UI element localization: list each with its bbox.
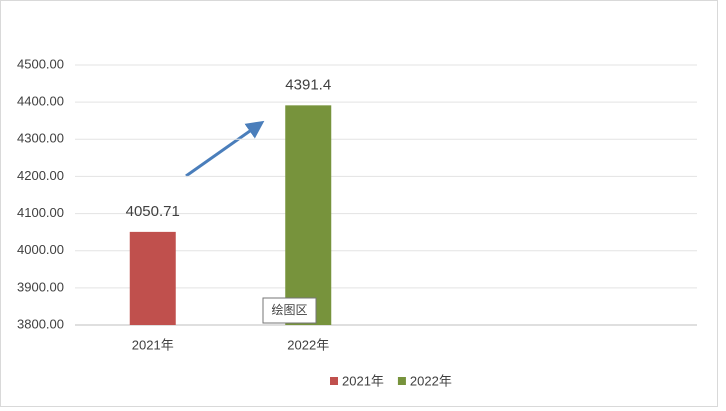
chart-frame (0, 0, 718, 407)
bar (285, 105, 332, 325)
y-tick-label: 4500.00 (17, 56, 64, 71)
legend-label: 2021年 (342, 373, 384, 388)
bar (129, 231, 176, 325)
y-tick-label: 4400.00 (17, 94, 64, 109)
y-tick-label: 4100.00 (17, 205, 64, 220)
legend-swatch (330, 377, 338, 385)
y-tick-label: 4300.00 (17, 131, 64, 146)
y-tick-label: 4200.00 (17, 168, 64, 183)
x-tick-label: 2022年 (287, 337, 329, 352)
data-label: 4050.71 (126, 203, 180, 220)
legend-label: 2022年 (410, 373, 452, 388)
y-tick-label: 3800.00 (17, 316, 64, 331)
y-tick-label: 4000.00 (17, 242, 64, 257)
tooltip-text: 绘图区 (271, 302, 307, 317)
tooltip-box (262, 297, 317, 324)
legend-swatch (397, 377, 406, 385)
tooltip: 绘图区 (262, 297, 317, 324)
y-tick-label: 3900.00 (17, 279, 64, 294)
x-tick-label: 2021年 (132, 337, 174, 352)
trend-arrow (185, 120, 265, 178)
data-label: 4391.4 (285, 76, 331, 93)
